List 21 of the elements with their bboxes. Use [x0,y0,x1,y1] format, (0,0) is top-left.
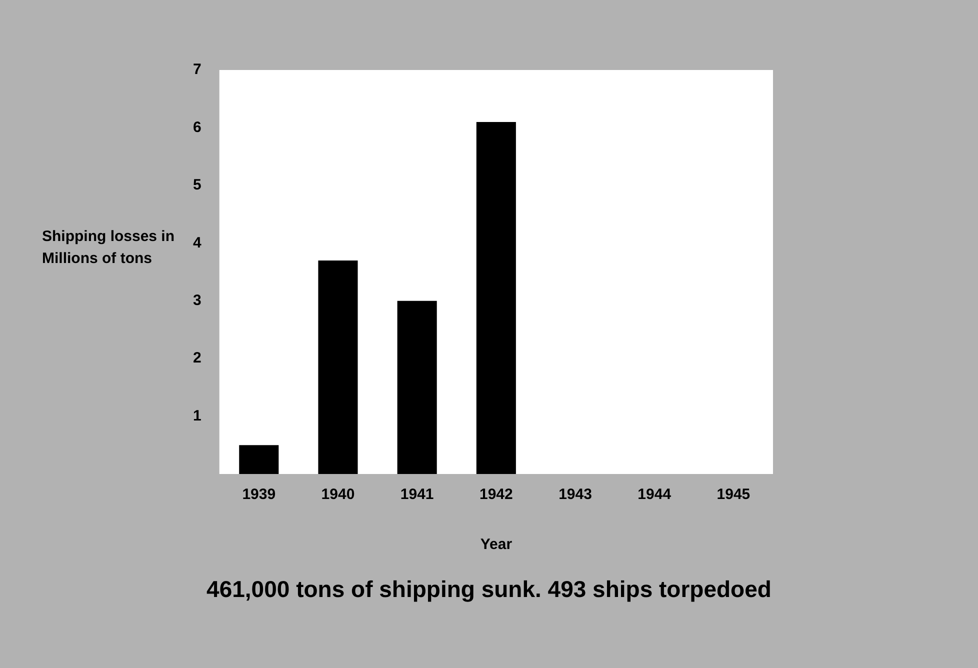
y-tick-label: 2 [193,350,202,367]
x-tick-label: 1943 [558,486,592,504]
y-tick-label: 5 [193,176,202,194]
y-tick-label: 4 [193,234,202,252]
bar [318,260,358,474]
bar [239,445,279,474]
text: 461,000 tons of shipping sunk. 493 ships torpedoed [206,576,772,603]
x-tick-label: 1944 [638,486,672,504]
y-tick-label: 3 [193,292,202,309]
y-tick-label: 1 [193,407,202,424]
bar [476,122,516,474]
bar [397,300,437,474]
y-tick-label: 7 [193,61,202,78]
y-tick-label: 6 [193,118,202,136]
y-axis-title: Shipping losses in Millions of tons [42,227,176,269]
x-tick-label: 1940 [321,486,355,504]
x-tick-label: 1942 [479,486,513,504]
x-axis-title: Year [480,536,512,554]
x-tick-label: 1945 [716,486,750,504]
x-tick-label: 1941 [400,486,434,504]
x-tick-label: 1939 [242,486,276,504]
